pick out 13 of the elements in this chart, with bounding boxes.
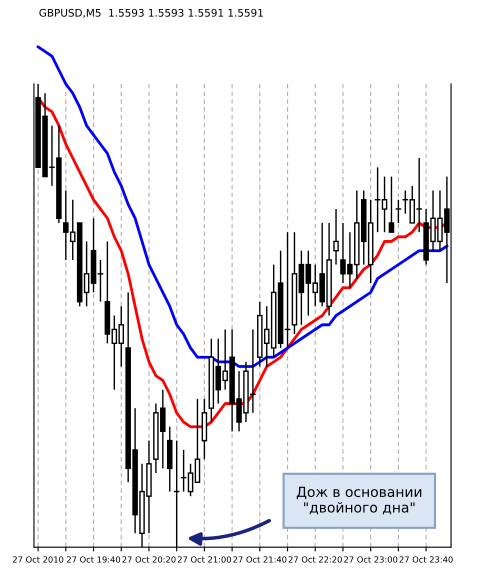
candlestick [388,176,394,233]
candlestick [396,199,402,224]
x-tick-label: 27 Oct 20:20 [122,556,176,563]
x-tick-label: 27 Oct 23:00 [344,556,398,563]
x-tick-label: 27 Oct 2010 [12,556,64,563]
candlestick [333,208,339,266]
x-tick-label: 27 Oct 19:40 [66,556,120,563]
x-tick-label: 27 Oct 23:40 [400,556,453,563]
x-tick-label: 27 Oct 21:00 [178,556,231,563]
annotation: Дож в основании "двойного дна" [296,486,422,514]
chart-title: GBPUSD,M5 1.5593 1.5593 1.5591 1.5591 [39,8,263,18]
x-tick-label: 27 Oct 21:40 [233,556,286,563]
x-tick-label: 27 Oct 22:20 [288,556,342,563]
